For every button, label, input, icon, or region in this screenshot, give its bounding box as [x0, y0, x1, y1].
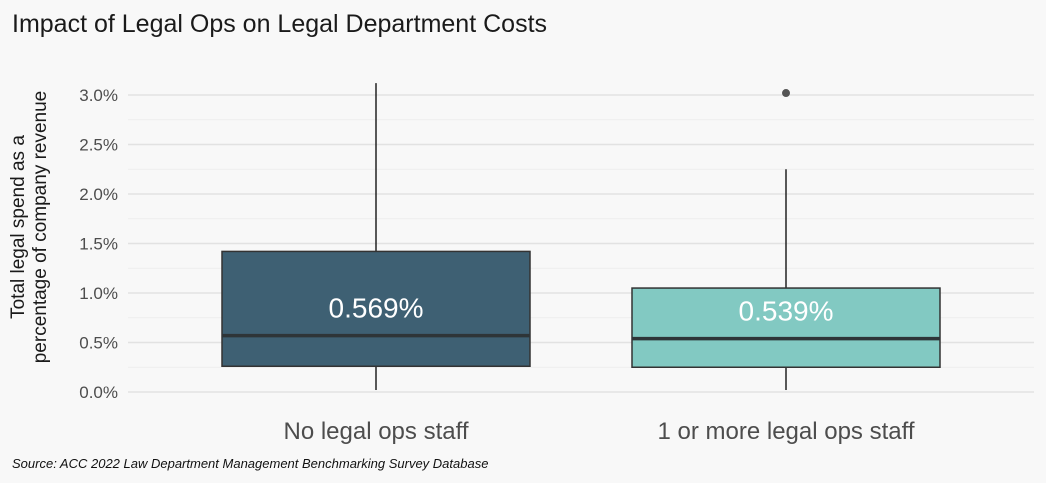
y-tick-label: 1.5%	[79, 235, 118, 254]
y-tick-label: 2.0%	[79, 185, 118, 204]
y-tick-label: 2.5%	[79, 136, 118, 155]
median-data-label: 0.539%	[739, 296, 834, 327]
y-tick-label: 1.0%	[79, 284, 118, 303]
x-tick-label: 1 or more legal ops staff	[657, 418, 914, 445]
y-tick-label: 0.0%	[79, 383, 118, 402]
median-data-label: 0.569%	[329, 293, 424, 324]
chart-title: Impact of Legal Ops on Legal Department …	[12, 10, 548, 38]
outlier-point	[782, 89, 790, 98]
source-note: Source: ACC 2022 Law Department Manageme…	[12, 456, 489, 471]
y-tick-label: 0.5%	[79, 334, 118, 353]
x-tick-label: No legal ops staff	[283, 418, 468, 445]
y-tick-label: 3.0%	[79, 86, 118, 105]
box	[221, 250, 531, 368]
box	[631, 287, 941, 368]
